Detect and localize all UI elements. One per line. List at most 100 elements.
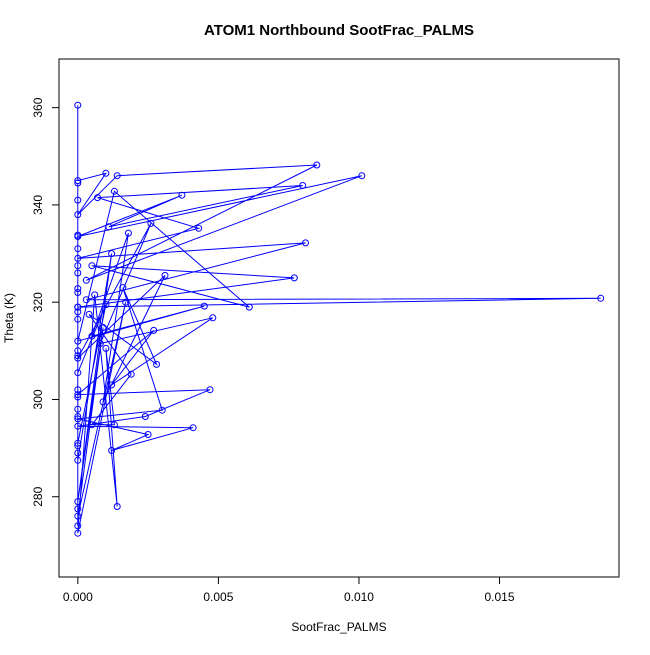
- data-point: [158, 406, 166, 414]
- data-point: [74, 449, 82, 457]
- data-point: [74, 413, 82, 420]
- data-point: [99, 324, 107, 331]
- data-point: [74, 347, 82, 355]
- y-tick-label: 340: [31, 195, 45, 215]
- y-tick-label: 280: [31, 486, 45, 506]
- data-point: [358, 172, 366, 180]
- data-point: [299, 182, 307, 189]
- data-point: [200, 302, 208, 310]
- data-point: [110, 187, 118, 195]
- data-point: [195, 224, 203, 232]
- data-point: [88, 262, 96, 270]
- data-point: [85, 310, 93, 318]
- data-point: [74, 269, 82, 277]
- y-axis: 280 300 320 340 360: [31, 97, 60, 507]
- x-tick-label: 0.005: [203, 590, 233, 604]
- data-point: [302, 239, 309, 247]
- data-point: [96, 340, 104, 347]
- data-point: [141, 413, 149, 420]
- data-point: [74, 245, 82, 253]
- data-point: [74, 262, 82, 270]
- data-series: [74, 101, 605, 537]
- y-tick-label: 360: [31, 97, 45, 117]
- data-point: [74, 177, 82, 185]
- data-point: [74, 179, 82, 187]
- data-point: [82, 296, 90, 304]
- data-point: [74, 415, 82, 423]
- data-point: [127, 370, 135, 378]
- x-axis-label: SootFrac_PALMS: [291, 620, 386, 634]
- data-point: [110, 421, 118, 429]
- data-point: [99, 398, 107, 406]
- data-point: [161, 271, 169, 279]
- data-point: [74, 352, 82, 360]
- data-point: [189, 424, 197, 432]
- data-point: [74, 391, 82, 399]
- data-point: [74, 289, 82, 296]
- x-axis: 0.000 0.005 0.010 0.015: [63, 576, 515, 604]
- y-tick-label: 320: [31, 292, 45, 312]
- data-point: [153, 360, 161, 368]
- data-point: [74, 393, 82, 401]
- data-point: [74, 196, 82, 204]
- data-point: [113, 172, 121, 180]
- y-tick-label: 300: [31, 389, 45, 409]
- data-point: [74, 442, 82, 450]
- data-point: [150, 326, 158, 334]
- data-point: [91, 291, 99, 299]
- data-point: [74, 211, 82, 219]
- data-point: [88, 421, 96, 429]
- data-point: [88, 332, 96, 340]
- data-point: [74, 231, 82, 239]
- data-point: [119, 284, 127, 292]
- data-point: [74, 422, 82, 430]
- data-point: [102, 344, 110, 352]
- data-point: [74, 522, 82, 530]
- data-point: [108, 381, 116, 389]
- data-point: [102, 301, 110, 309]
- data-point: [74, 315, 82, 323]
- data-point: [74, 354, 82, 362]
- data-point: [124, 229, 132, 237]
- data-point: [82, 276, 90, 284]
- data-point: [74, 337, 82, 345]
- x-tick-label: 0.015: [485, 590, 515, 604]
- data-point: [147, 219, 155, 227]
- data-point: [74, 498, 82, 506]
- chart-title: ATOM1 Northbound SootFrac_PALMS: [204, 22, 474, 39]
- data-point: [74, 439, 82, 447]
- data-point: [290, 274, 298, 282]
- data-point: [122, 298, 130, 306]
- data-point: [206, 386, 214, 394]
- data-point: [74, 405, 82, 413]
- y-axis-label: Theta (K): [2, 293, 16, 343]
- data-point: [94, 194, 101, 202]
- data-point: [178, 191, 186, 199]
- data-point: [245, 303, 253, 311]
- data-point: [74, 369, 82, 377]
- data-point: [74, 303, 82, 311]
- data-point: [74, 512, 82, 520]
- data-point: [113, 503, 121, 510]
- data-point: [74, 505, 82, 513]
- data-point: [74, 456, 82, 464]
- data-point: [74, 529, 82, 537]
- data-point: [74, 254, 82, 262]
- data-point: [144, 431, 152, 438]
- data-point: [105, 223, 113, 231]
- x-tick-label: 0.000: [63, 590, 93, 604]
- data-point: [74, 101, 82, 109]
- data-point: [313, 161, 321, 169]
- data-point: [209, 314, 217, 322]
- data-point: [102, 169, 110, 177]
- data-point: [108, 447, 116, 454]
- series-line: [76, 105, 601, 534]
- data-point: [74, 285, 82, 293]
- data-point: [74, 386, 82, 394]
- data-point: [108, 250, 116, 258]
- x-tick-label: 0.010: [344, 590, 374, 604]
- data-point: [597, 294, 605, 302]
- data-point: [74, 308, 82, 316]
